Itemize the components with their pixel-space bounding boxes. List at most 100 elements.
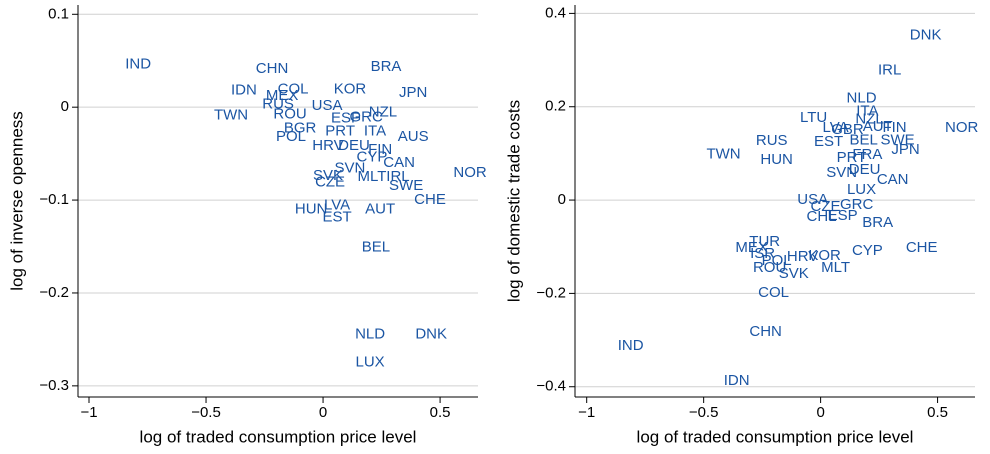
point-label: SWE bbox=[880, 131, 914, 148]
y-axis-label: log of inverse openness bbox=[7, 111, 26, 291]
point-label: LVA bbox=[823, 119, 849, 136]
point-label: NLD bbox=[355, 326, 385, 343]
y-tick-label: −0.2 bbox=[39, 284, 69, 301]
point-label: HRV bbox=[312, 137, 343, 154]
point-label: USA bbox=[797, 191, 828, 208]
x-axis-label: log of traded consumption price level bbox=[637, 427, 914, 446]
point-label: TUR bbox=[749, 233, 780, 250]
point-label: EST bbox=[323, 209, 352, 226]
point-label: IND bbox=[125, 55, 151, 72]
x-tick-label: 0 bbox=[816, 404, 824, 421]
point-label: SVN bbox=[826, 164, 857, 181]
point-label: ROU bbox=[273, 106, 306, 123]
point-label: AUT bbox=[863, 118, 893, 135]
point-label: SVK bbox=[313, 167, 343, 184]
point-label: ESP bbox=[828, 207, 858, 224]
point-label: PRT bbox=[837, 149, 867, 166]
point-label: CHE bbox=[906, 239, 938, 256]
point-label: POL bbox=[276, 128, 306, 145]
point-label: BGR bbox=[284, 120, 317, 137]
x-tick-label: −1 bbox=[80, 404, 97, 421]
point-label: LUX bbox=[356, 354, 385, 371]
x-tick-label: 0.5 bbox=[927, 404, 948, 421]
point-label: DEU bbox=[338, 137, 370, 154]
point-label: MLT bbox=[821, 259, 850, 276]
point-label: IRL bbox=[386, 168, 409, 185]
y-tick-label: 0.4 bbox=[545, 4, 566, 21]
point-label: KOR bbox=[808, 247, 841, 264]
point-label: BEL bbox=[849, 131, 877, 148]
point-label: AUS bbox=[398, 128, 429, 145]
point-label: HRV bbox=[787, 248, 818, 265]
point-label: COL bbox=[758, 284, 789, 301]
point-label: EST bbox=[814, 133, 843, 150]
y-tick-label: −0.2 bbox=[536, 284, 566, 301]
point-label: SWE bbox=[389, 177, 423, 194]
point-label: LUX bbox=[847, 181, 876, 198]
point-label: PRT bbox=[325, 122, 355, 139]
point-label: MLT bbox=[358, 168, 387, 185]
point-label: FIN bbox=[368, 141, 392, 158]
point-label: TWN bbox=[706, 145, 740, 162]
point-label: IDN bbox=[231, 81, 257, 98]
point-label: AUT bbox=[365, 200, 395, 217]
y-axis-label: log of domestic trade costs bbox=[504, 100, 523, 302]
y-tick-label: −0.1 bbox=[39, 191, 69, 208]
point-label: ESP bbox=[331, 109, 361, 126]
point-label: NOR bbox=[945, 119, 979, 136]
point-label: JPN bbox=[399, 84, 427, 101]
point-label: IRL bbox=[878, 61, 901, 78]
point-label: NZL bbox=[369, 104, 397, 121]
point-label: LTU bbox=[800, 109, 827, 126]
point-label: POL bbox=[762, 252, 792, 269]
point-label: RUS bbox=[756, 132, 788, 149]
point-label: KOR bbox=[334, 80, 367, 97]
point-label: CAN bbox=[877, 171, 909, 188]
y-tick-label: 0.1 bbox=[48, 5, 69, 22]
point-label: MEX bbox=[266, 87, 299, 104]
point-label: CYP bbox=[357, 148, 388, 165]
point-label: DNK bbox=[910, 26, 942, 43]
point-label: BEL bbox=[362, 238, 390, 255]
x-tick-label: −0.5 bbox=[191, 404, 221, 421]
point-label: ISR bbox=[750, 245, 775, 262]
x-tick-label: −0.5 bbox=[689, 404, 719, 421]
point-label: DEU bbox=[849, 161, 881, 178]
point-label: GBR bbox=[831, 121, 864, 138]
point-label: BRA bbox=[862, 214, 893, 231]
y-tick-label: −0.3 bbox=[39, 377, 69, 394]
point-label: RUS bbox=[262, 95, 294, 112]
point-label: COL bbox=[278, 80, 309, 97]
point-label: NOR bbox=[453, 164, 487, 181]
point-label: FRA bbox=[852, 146, 882, 163]
point-label: DNK bbox=[415, 326, 447, 343]
x-tick-label: −1 bbox=[578, 404, 595, 421]
point-label: SVK bbox=[779, 265, 809, 282]
y-tick-label: 0 bbox=[558, 191, 566, 208]
point-label: LVA bbox=[324, 197, 350, 214]
point-label: CYP bbox=[852, 242, 883, 259]
point-label: MEX bbox=[735, 239, 768, 256]
point-label: ITA bbox=[856, 102, 878, 119]
point-label: CHN bbox=[749, 323, 782, 340]
point-label: CHN bbox=[256, 60, 289, 77]
point-label: USA bbox=[312, 97, 343, 114]
point-label: ITA bbox=[364, 122, 386, 139]
point-label: IDN bbox=[724, 372, 750, 389]
point-label: HUN bbox=[760, 151, 793, 168]
point-label: CHL bbox=[807, 208, 837, 225]
point-label: JPN bbox=[891, 141, 919, 158]
point-label: TWN bbox=[214, 107, 248, 124]
point-label: CZE bbox=[811, 198, 841, 215]
point-label: CZE bbox=[315, 173, 345, 190]
x-tick-label: 0 bbox=[319, 404, 327, 421]
point-label: HUN bbox=[295, 200, 328, 217]
x-tick-label: 0.5 bbox=[430, 404, 451, 421]
x-axis-label: log of traded consumption price level bbox=[140, 427, 417, 446]
point-label: NZL bbox=[855, 110, 883, 127]
point-label: ROU bbox=[753, 259, 786, 276]
y-tick-label: 0 bbox=[61, 98, 69, 115]
point-label: SVN bbox=[335, 159, 366, 176]
y-tick-label: −0.4 bbox=[536, 378, 566, 395]
